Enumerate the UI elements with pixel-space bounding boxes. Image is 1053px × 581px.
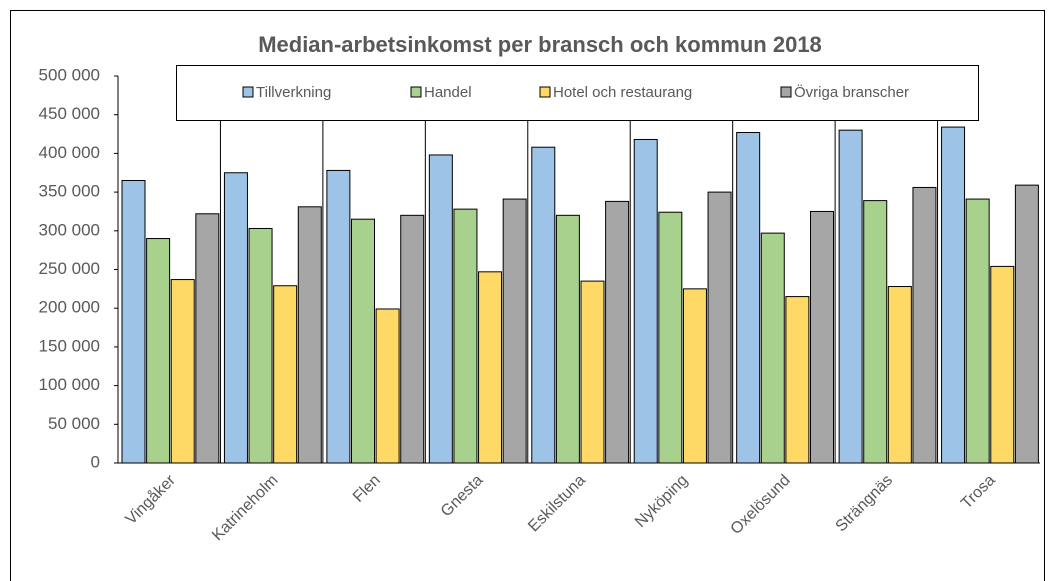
bar: [682, 288, 707, 464]
bar: [887, 286, 912, 464]
bar: [195, 213, 220, 464]
y-tick-label: 350 000: [39, 182, 100, 201]
y-tick-label: 100 000: [39, 375, 100, 394]
chart-title: Median-arbetsinkomst per bransch och kom…: [258, 32, 822, 57]
y-tick-label: 300 000: [39, 220, 100, 239]
bar: [760, 232, 785, 464]
legend: Tillverkning Handel Hotel och restaurang Öv…: [176, 65, 979, 121]
bar: [248, 227, 273, 464]
y-tick-label: 0: [91, 452, 100, 471]
bar: [478, 271, 503, 464]
bar: [633, 138, 658, 464]
y-tick-label: 150 000: [39, 336, 100, 355]
bar: [555, 214, 580, 464]
legend-box: [176, 65, 979, 121]
bar: [990, 265, 1015, 464]
bar: [273, 285, 298, 464]
plot-area: [114, 75, 1040, 464]
bar: [912, 186, 937, 464]
bar: [351, 218, 375, 464]
bar: [502, 198, 527, 464]
bar: [375, 308, 400, 464]
bar: [736, 132, 761, 464]
legend-swatch: [242, 86, 254, 98]
bar: [428, 154, 453, 464]
bar: [297, 206, 322, 464]
y-tick-label: 450 000: [39, 104, 100, 123]
legend-label: Hotel och restaurang: [553, 84, 692, 101]
legend-label: Handel: [424, 84, 472, 101]
y-tick-label: 200 000: [39, 298, 100, 317]
y-tick-label: 50 000: [48, 414, 100, 433]
legend-swatch: [539, 86, 551, 98]
bar: [580, 280, 605, 464]
bar: [707, 191, 732, 464]
legend-swatch: [410, 86, 422, 98]
legend-label: Tillverkning: [256, 84, 331, 101]
bar: [453, 208, 478, 464]
bar: [1014, 184, 1039, 464]
legend-swatch: [780, 86, 792, 98]
bar: [146, 238, 171, 464]
y-tick-label: 250 000: [39, 259, 100, 278]
bar: [223, 172, 248, 464]
legend-label: Övriga branscher: [794, 83, 909, 101]
bar: [941, 126, 966, 464]
bar: [400, 214, 425, 464]
bar: [121, 179, 146, 464]
y-tick-label: 400 000: [39, 143, 100, 162]
bar: [838, 129, 863, 464]
bar: [965, 198, 990, 464]
bar: [785, 296, 810, 464]
bar: [170, 279, 195, 464]
bar: [605, 200, 630, 464]
y-tick-label: 500 000: [39, 65, 100, 84]
bar: [810, 210, 834, 464]
bar: [658, 211, 683, 464]
bar: [531, 146, 556, 464]
bar: [863, 200, 888, 464]
bar: [326, 169, 351, 464]
